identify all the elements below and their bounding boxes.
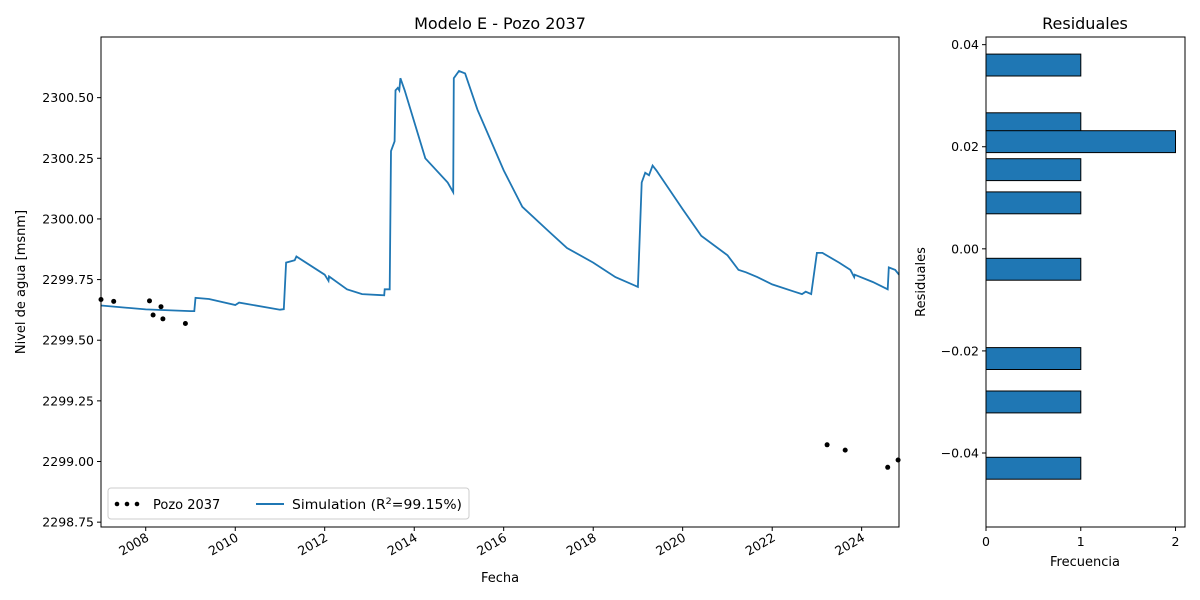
x-tick-label: 2018 [564, 530, 599, 559]
main-y-axis-label: Nivel de agua [msnm] [14, 210, 29, 354]
legend-label-observed: Pozo 2037 [153, 498, 220, 513]
simulation-line [100, 69, 900, 313]
y-tick-label: 2300.50 [42, 90, 94, 105]
y-tick-label: 2299.50 [42, 333, 94, 348]
residuals-y-axis-label: Residuales [914, 247, 929, 317]
x-tick-label: 2020 [653, 530, 688, 559]
observed-point [824, 442, 830, 448]
residual-bar [985, 257, 1082, 281]
y-tick-label: 0.00 [951, 241, 979, 256]
x-tick-label: 1 [1077, 534, 1085, 549]
main-chart: Modelo E - Pozo 2037 2008 2010 2012 2014 201… [14, 14, 901, 586]
x-tick-label: 2008 [116, 530, 151, 559]
residual-bar [985, 191, 1082, 215]
residuals-axes-frame [985, 36, 1186, 528]
main-plot-area [98, 69, 901, 470]
residual-bar [985, 390, 1082, 414]
x-tick-label: 2010 [206, 530, 241, 559]
x-tick-label: 2024 [832, 530, 867, 559]
y-tick-label: 2298.75 [42, 515, 94, 530]
x-tick-label: 2022 [743, 530, 778, 559]
residuals-chart-title: Residuales [1042, 14, 1128, 33]
observed-point [182, 321, 188, 326]
residuals-plot-area [985, 53, 1176, 480]
legend-label-simulation: Simulation (R 2=99.15%) [292, 497, 462, 513]
y-tick-label: 0.02 [951, 139, 979, 154]
y-tick-label: −0.04 [941, 445, 979, 460]
y-tick-label: 2300.00 [42, 211, 94, 226]
legend-observed-marker [134, 501, 140, 507]
observed-point [895, 457, 901, 463]
y-tick-label: 2299.00 [42, 454, 94, 469]
residual-bar [985, 53, 1082, 77]
residual-bar [985, 456, 1082, 480]
residual-bar [985, 347, 1082, 371]
observed-point [150, 312, 156, 318]
y-tick-label: −0.02 [941, 343, 979, 358]
x-tick-label: 2 [1172, 534, 1180, 549]
main-x-axis-label: Fecha [481, 571, 519, 586]
residual-bar [985, 158, 1082, 182]
main-chart-title: Modelo E - Pozo 2037 [414, 14, 586, 33]
residual-bar [985, 130, 1176, 154]
observed-point [842, 447, 848, 453]
y-tick-label: 2299.25 [42, 393, 94, 408]
residuals-x-axis: 0 1 2 [982, 527, 1180, 549]
observed-point [160, 316, 166, 322]
residuals-x-axis-label: Frecuencia [1050, 555, 1120, 570]
observed-point [158, 304, 164, 310]
main-axes-frame [100, 36, 900, 528]
main-y-axis: 2298.75 2299.00 2299.25 2299.50 2299.75 2300.… [42, 90, 101, 530]
legend-observed-marker [114, 501, 120, 507]
residuals-y-axis: −0.04 −0.02 0.00 0.02 0.04 [941, 37, 986, 460]
y-tick-label: 2299.75 [42, 272, 94, 287]
residuals-chart: Residuales 0 1 2 −0.04 −0.02 0.00 0.02 0.04 Fr… [914, 14, 1186, 570]
x-tick-label: 2016 [474, 530, 509, 559]
y-tick-label: 0.04 [951, 37, 979, 52]
x-tick-label: 0 [982, 534, 990, 549]
observed-point [885, 464, 891, 470]
legend-box [107, 487, 470, 520]
observed-point [147, 298, 152, 304]
main-x-axis: 2008 2010 2012 2014 2016 2018 2020 2022 2024 [116, 527, 867, 559]
legend-observed-marker [124, 501, 130, 507]
observed-point [111, 298, 117, 304]
legend: Pozo 2037 Simulation (R 2=99.15%) [107, 487, 470, 520]
y-tick-label: 2300.25 [42, 151, 94, 166]
x-tick-label: 2012 [295, 530, 330, 559]
x-tick-label: 2014 [385, 530, 420, 559]
